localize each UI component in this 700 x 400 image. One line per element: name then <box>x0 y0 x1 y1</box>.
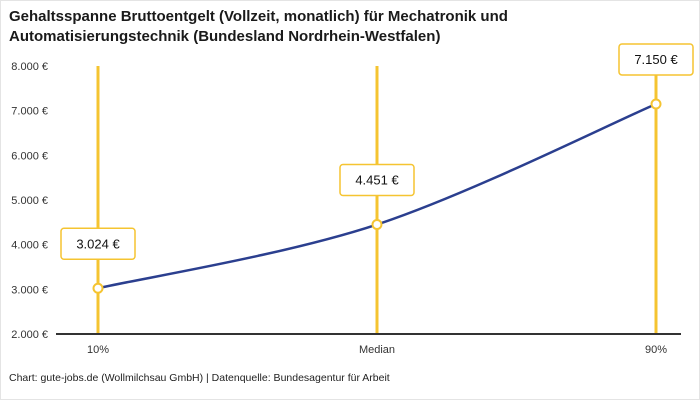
value-label-text-Median: 4.451 € <box>355 173 399 188</box>
data-point-marker-90% <box>650 98 662 110</box>
y-axis-tick-label: 4.000 € <box>11 240 48 252</box>
value-label-box-90% <box>618 43 694 76</box>
x-axis-tick-label: 90% <box>645 344 667 356</box>
chart-title: Gehaltsspanne Bruttoentgelt (Vollzeit, m… <box>9 8 508 45</box>
data-point-marker-Median <box>371 219 383 231</box>
value-label-box-10% <box>60 227 136 261</box>
value-label-box-Median <box>339 163 415 197</box>
data-point-marker-10% <box>92 282 104 294</box>
x-axis-tick-label: 10% <box>87 344 109 356</box>
chart-attribution: Chart: gute-jobs.de (Wollmilchsau GmbH) … <box>9 372 390 384</box>
y-axis-tick-label: 7.000 € <box>11 106 48 118</box>
y-axis-tick-label: 8.000 € <box>11 61 48 73</box>
value-label-text-10%: 3.024 € <box>76 236 120 251</box>
value-label-text-90%: 7.150 € <box>634 52 678 67</box>
x-axis-tick-label: Median <box>359 344 395 356</box>
y-axis-tick-label: 2.000 € <box>11 329 48 341</box>
y-axis-tick-label: 6.000 € <box>11 150 48 162</box>
y-axis-tick-label: 3.000 € <box>11 284 48 296</box>
y-axis-tick-label: 5.000 € <box>11 195 48 207</box>
